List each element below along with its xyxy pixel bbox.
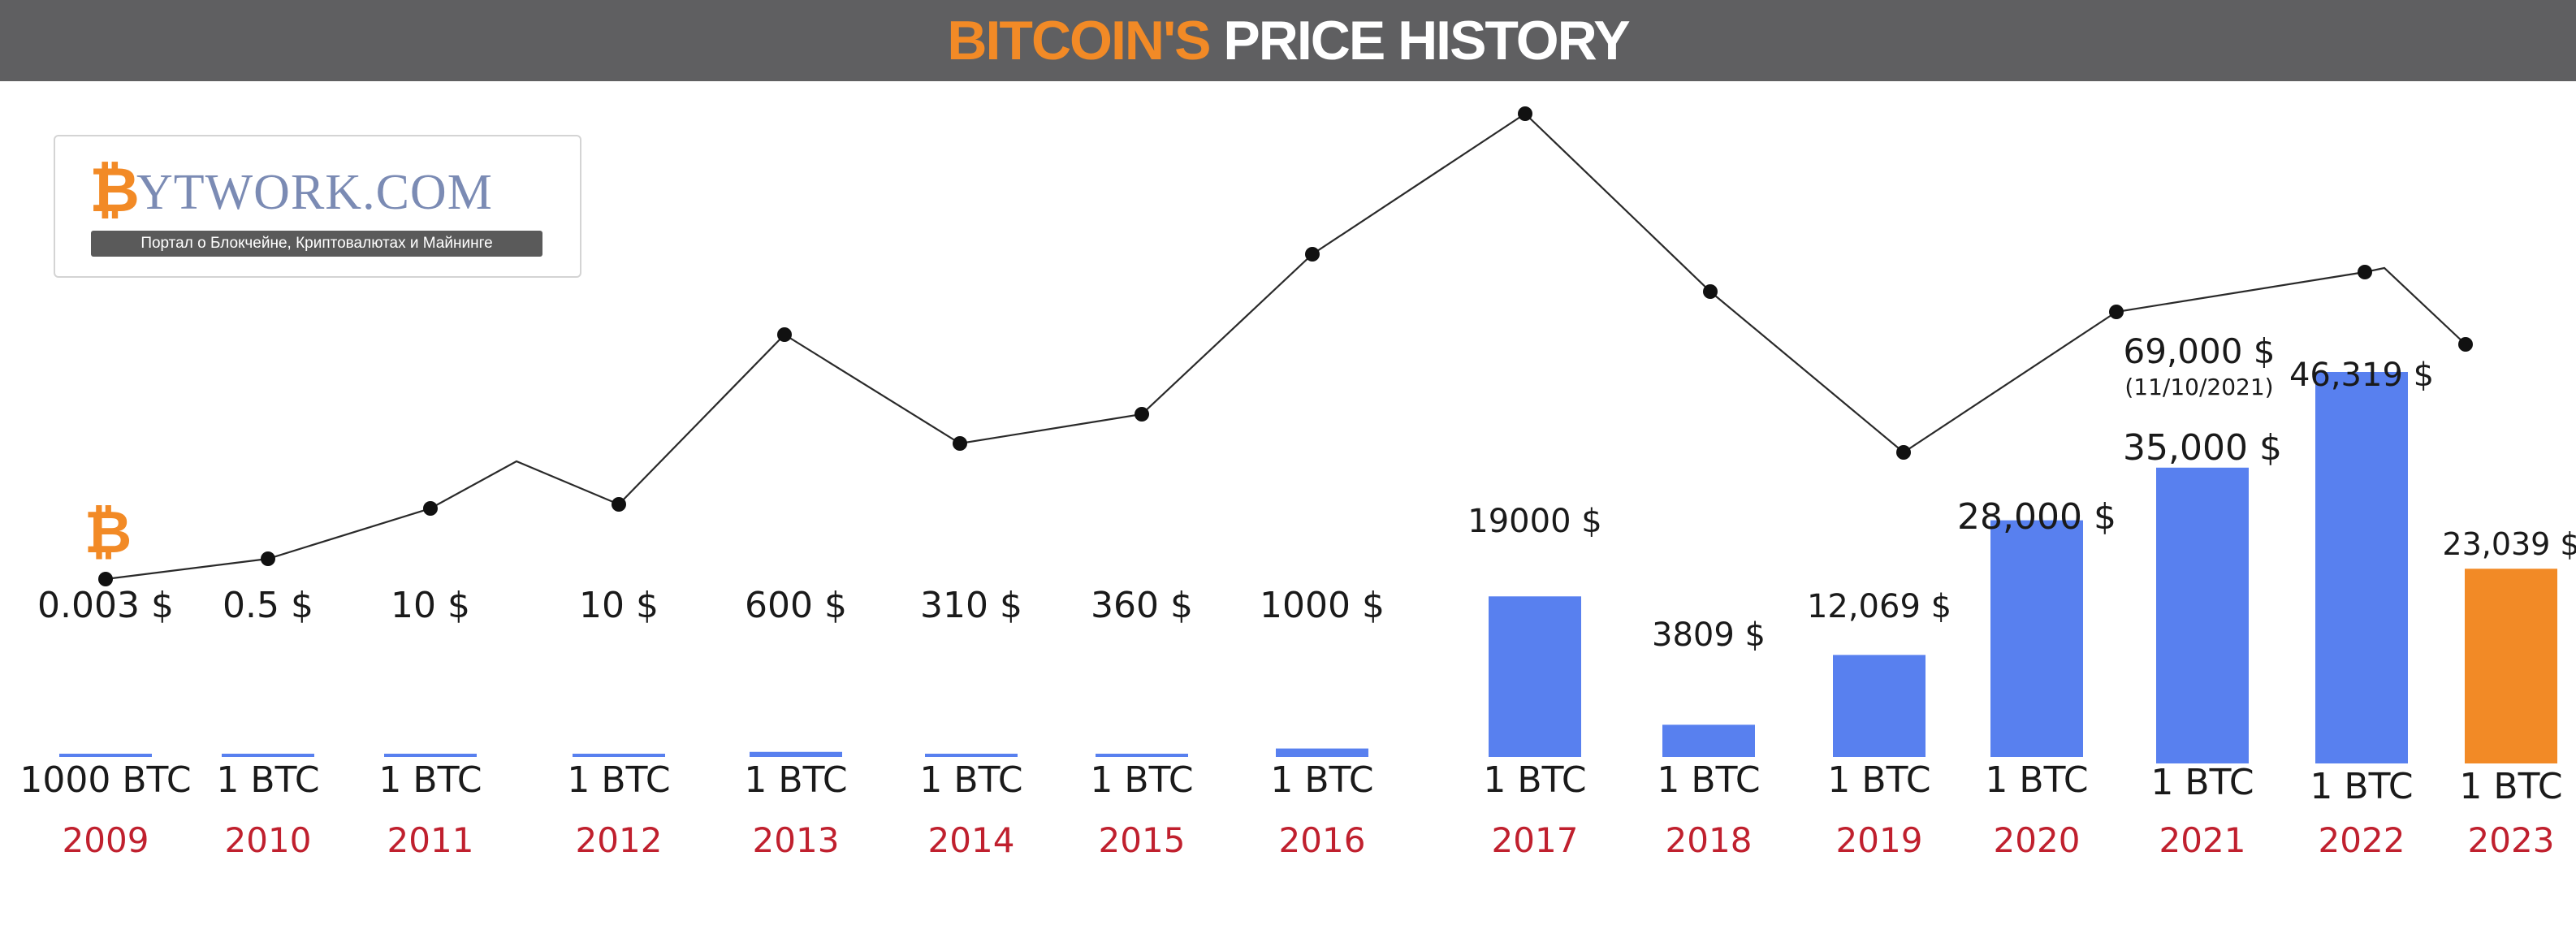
year-label-2010: 2010 [225,820,312,860]
bar-2017 [1489,596,1581,757]
logo-tagline: Портал о Блокчейне, Криптовалютах и Майн… [91,231,542,257]
year-label-2017: 2017 [1492,820,1579,860]
price-label-2018: 3809 $ [1652,616,1766,654]
year-label-2015: 2015 [1099,820,1186,860]
year-label-2012: 2012 [576,820,663,860]
bar-2023 [2465,569,2557,763]
amount-label-2019: 1 BTC [1827,759,1930,801]
chart-title: BITCOIN'S PRICE HISTORY [947,10,1630,71]
bar-2010 [222,754,314,757]
amount-label-2020: 1 BTC [1985,759,2088,801]
price-label-2016: 1000 $ [1260,585,1385,626]
amount-label-2016: 1 BTC [1270,759,1373,801]
amount-label-2022: 1 BTC [2310,766,2413,807]
title-rest: PRICE HISTORY [1209,10,1630,71]
bar-2020 [1990,520,2083,757]
trend-marker [261,551,275,566]
trend-line-group [98,106,2473,586]
amount-label-2015: 1 BTC [1090,759,1193,801]
ath-value-annotation: 69,000 $ [2123,331,2275,371]
price-label-2021: 35,000 $ [2123,427,2282,469]
trend-marker [777,327,792,342]
price-label-2011: 10 $ [391,585,470,626]
amount-label-2011: 1 BTC [378,759,482,801]
bitcoin-logo-icon: ₿ [89,154,140,226]
year-label-2019: 2019 [1836,820,1923,860]
amount-label-2017: 1 BTC [1483,759,1586,801]
price-label-2022: 46,319 $ [2289,357,2434,394]
amount-label-2009: 1000 BTC [19,759,191,801]
bar-2009 [59,754,152,757]
trend-marker [423,501,438,516]
logo-wordmark: YTWORK.COM [136,165,493,220]
year-label-2022: 2022 [2319,820,2405,860]
year-label-2009: 2009 [63,820,149,860]
amount-label-2014: 1 BTC [919,759,1022,801]
price-label-2013: 600 $ [745,585,847,626]
price-label-2009: 0.003 $ [37,585,174,626]
bar-2019 [1833,655,1926,757]
trend-marker [953,436,967,451]
bar-2022 [2315,372,2408,763]
price-label-2017: 19000 $ [1467,503,1601,540]
amount-label-2023: 1 BTC [2459,766,2562,807]
year-label-2021: 2021 [2159,820,2246,860]
bar-2011 [384,754,477,757]
title-bar: BITCOIN'S PRICE HISTORY [0,0,2576,81]
year-label-2020: 2020 [1994,820,2081,860]
price-label-2023: 23,039 $ [2442,526,2576,562]
bar-2018 [1662,724,1755,757]
site-logo: ₿ YTWORK.COM Портал о Блокчейне, Криптов… [54,135,581,278]
amount-label-2021: 1 BTC [2150,762,2254,803]
amount-label-2013: 1 BTC [744,759,847,801]
bitcoin-icon: ₿ [84,498,132,566]
price-label-2010: 0.5 $ [223,585,313,626]
year-label-2014: 2014 [928,820,1015,860]
year-label-2011: 2011 [387,820,474,860]
price-label-2019: 12,069 $ [1807,588,1951,625]
year-label-2023: 2023 [2468,820,2555,860]
labels-group: ₿ 0.003 $ 1000 BTC 2009 0.5 $ 1 BTC 2010 10 $ 1 … [19,331,2576,860]
title-accent: BITCOIN'S [947,10,1211,71]
price-label-2015: 360 $ [1091,585,1193,626]
trend-marker [612,497,626,512]
amount-label-2012: 1 BTC [567,759,670,801]
bar-2016 [1276,748,1368,757]
trend-marker [2458,337,2473,352]
trend-marker [1703,284,1718,299]
trend-marker [2109,305,2124,319]
trend-marker [98,572,113,586]
trend-marker [2358,265,2372,279]
year-label-2016: 2016 [1279,820,1366,860]
bar-2014 [925,754,1018,757]
price-label-2020: 28,000 $ [1957,496,2116,538]
bar-2013 [750,751,842,757]
year-label-2013: 2013 [753,820,840,860]
trend-marker [1896,445,1911,460]
price-label-2014: 310 $ [920,585,1022,626]
ath-date-annotation: (11/10/2021) [2124,374,2273,400]
trend-line [105,112,2466,581]
amount-label-2018: 1 BTC [1657,759,1760,801]
price-label-2012: 10 $ [579,585,659,626]
trend-marker [1135,407,1149,422]
year-label-2018: 2018 [1666,820,1753,860]
bar-2015 [1096,754,1188,757]
trend-marker [1518,106,1532,121]
amount-label-2010: 1 BTC [216,759,319,801]
trend-marker [1305,247,1320,262]
bars-group [59,372,2557,763]
bar-2012 [573,754,665,757]
bar-2021 [2156,467,2249,763]
